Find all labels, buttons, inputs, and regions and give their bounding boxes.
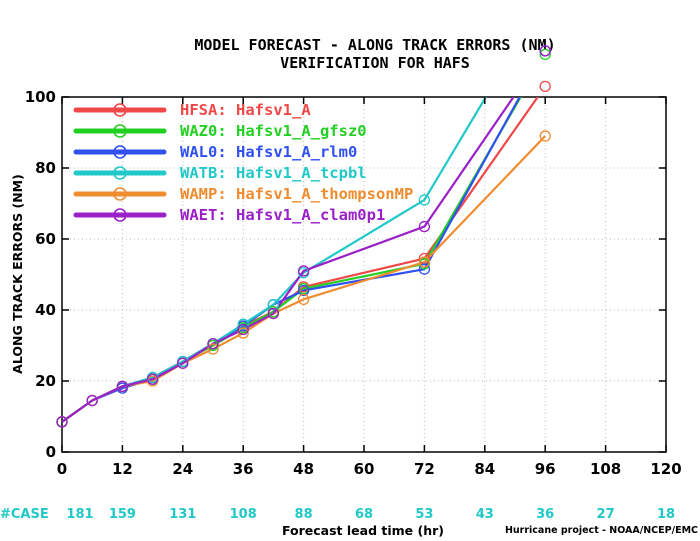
chart-title: MODEL FORECAST - ALONG TRACK ERRORS (NM) — [194, 36, 555, 54]
series-point — [418, 263, 431, 275]
legend-label: WAET: Hafsv1_A_clam0p1 — [180, 206, 385, 224]
series-point — [539, 45, 551, 57]
series-point — [297, 284, 310, 297]
series-point — [267, 307, 280, 320]
series-markers — [56, 45, 551, 428]
case-count: 181 — [66, 507, 93, 522]
case-count: 27 — [597, 507, 615, 522]
series-point — [207, 343, 219, 355]
x-tick-label: 72 — [414, 460, 435, 478]
series-point — [56, 416, 68, 428]
series-point — [418, 220, 431, 233]
case-count: 18 — [657, 507, 675, 522]
legend-marker — [113, 145, 127, 159]
case-count: 68 — [355, 507, 373, 522]
legend-marker — [113, 103, 127, 117]
legend-label: WAL0: Hafsv1_A_rlm0 — [180, 143, 357, 161]
case-count: 43 — [476, 507, 494, 522]
case-count: 88 — [295, 507, 313, 522]
legend-label: WAMP: Hafsv1_A_thompsonMP — [180, 185, 413, 203]
legend-marker — [113, 208, 127, 222]
x-tick-label: 108 — [590, 460, 621, 478]
case-label: #CASE — [0, 507, 49, 522]
x-tick-label: 84 — [474, 460, 495, 478]
series-point — [418, 194, 431, 206]
series-point — [539, 48, 551, 61]
series-point — [237, 327, 249, 339]
series-point — [539, 80, 551, 92]
series-point — [146, 373, 159, 385]
x-tick-label: 12 — [112, 460, 133, 478]
legend-marker — [113, 166, 127, 180]
grid — [62, 97, 666, 452]
x-tick-label: 24 — [172, 460, 193, 478]
x-tick-label: 48 — [293, 460, 314, 478]
series-point — [237, 323, 249, 336]
case-count: 159 — [109, 507, 136, 522]
y-tick-label: 40 — [35, 301, 56, 319]
case-count: 131 — [169, 507, 196, 522]
y-tick-label: 80 — [35, 159, 56, 177]
series-point — [86, 394, 98, 407]
x-axis-label: Forecast lead time (hr) — [282, 523, 444, 538]
y-axis-label: ALONG TRACK ERRORS (NM) — [10, 174, 25, 374]
series-point — [267, 299, 280, 311]
legend: HFSA: Hafsv1_A WAZ0: Hafsv1_A_gfsz0 WAL0: … — [73, 101, 413, 224]
legend-label: WAZ0: Hafsv1_A_gfsz0 — [180, 122, 367, 140]
x-tick-label: 96 — [535, 460, 556, 478]
series-point — [539, 130, 551, 142]
x-tick-label: 0 — [57, 460, 67, 478]
y-tick-label: 20 — [35, 372, 56, 390]
series-point — [418, 256, 431, 268]
x-tick-label: 36 — [233, 460, 254, 478]
chart-subtitle: VERIFICATION FOR HAFS — [280, 54, 470, 72]
series-point — [207, 338, 219, 350]
case-count: 36 — [536, 507, 554, 522]
legend-label: HFSA: Hafsv1_A — [180, 101, 311, 119]
y-tick-label: 0 — [46, 443, 56, 461]
y-tick-label: 100 — [25, 88, 56, 106]
legend-label: WATB: Hafsv1_A_tcpbl — [180, 164, 367, 182]
y-tick-label: 60 — [35, 230, 56, 248]
series-point — [237, 318, 249, 330]
case-counts: 181 159 131 108 88 68 53 43 36 27 18 — [66, 507, 675, 522]
x-tick-label: 120 — [650, 460, 681, 478]
legend-marker — [113, 124, 127, 138]
series-point — [297, 293, 310, 306]
x-tick-label: 60 — [354, 460, 375, 478]
series-point — [177, 357, 189, 369]
credit: Hurricane project - NOAA/NCEP/EMC — [505, 525, 698, 536]
case-count: 53 — [415, 507, 433, 522]
series-point — [297, 265, 310, 277]
legend-marker — [113, 187, 127, 201]
series-point — [116, 380, 129, 392]
case-count: 108 — [230, 507, 257, 522]
axis-ticks: 0 12 24 36 48 60 72 84 96 108 120 0 20 40 60 80 100 — [25, 88, 682, 478]
